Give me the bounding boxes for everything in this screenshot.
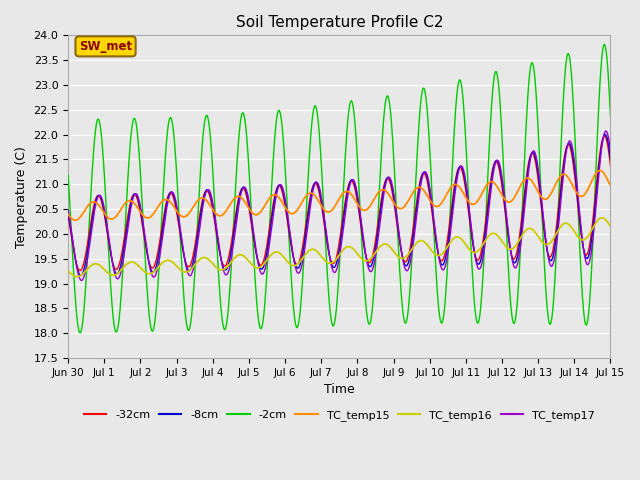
Title: Soil Temperature Profile C2: Soil Temperature Profile C2 <box>236 15 443 30</box>
Text: SW_met: SW_met <box>79 40 132 53</box>
Y-axis label: Temperature (C): Temperature (C) <box>15 146 28 248</box>
Legend: -32cm, -8cm, -2cm, TC_temp15, TC_temp16, TC_temp17: -32cm, -8cm, -2cm, TC_temp15, TC_temp16,… <box>79 406 599 425</box>
X-axis label: Time: Time <box>324 383 355 396</box>
